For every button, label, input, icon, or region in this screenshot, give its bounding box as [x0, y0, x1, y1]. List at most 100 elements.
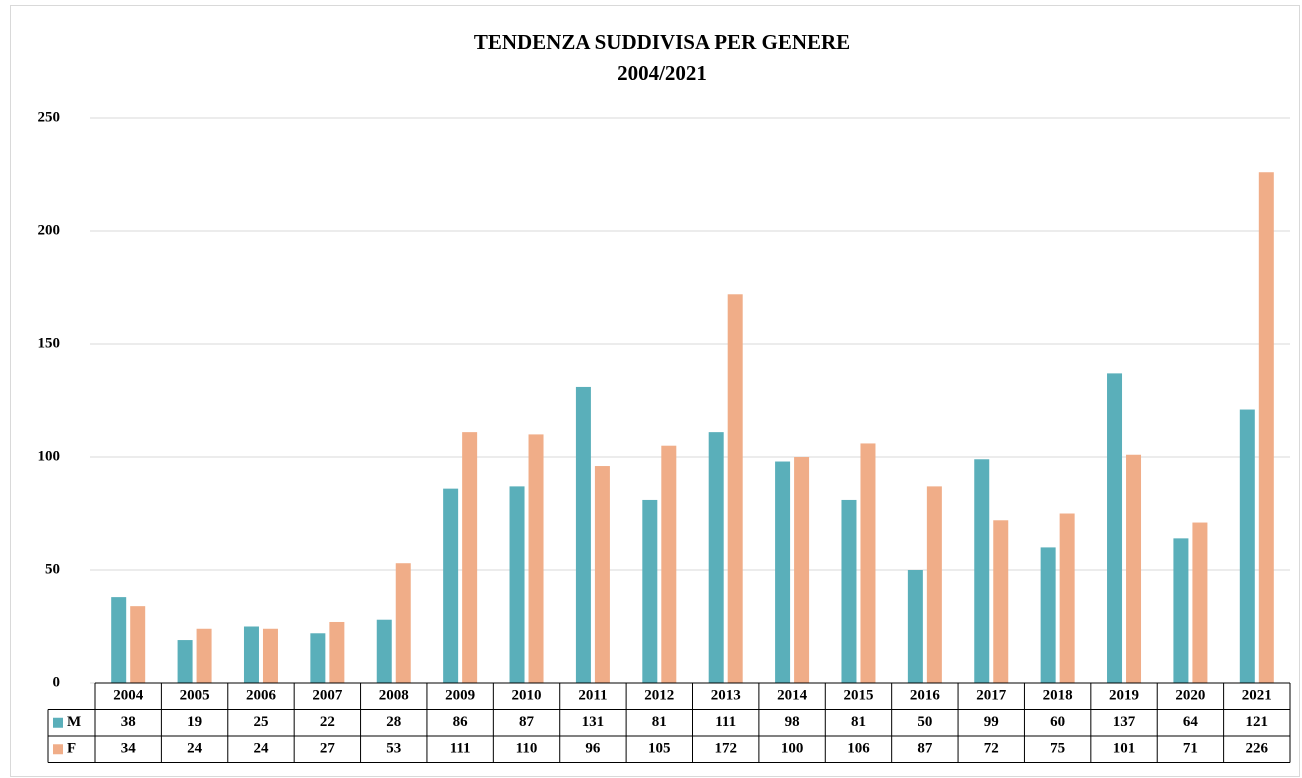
table-cell: 121 — [1246, 714, 1269, 730]
table-cell: 110 — [516, 741, 538, 757]
bar — [177, 640, 193, 683]
legend-label: F — [67, 741, 76, 757]
table-cell: 38 — [121, 714, 136, 730]
y-tick-label: 150 — [38, 335, 61, 351]
bar — [1126, 454, 1142, 683]
bar — [111, 597, 127, 683]
table-cell: 19 — [187, 714, 202, 730]
legend-key — [53, 744, 63, 755]
table-cell: 60 — [1050, 714, 1065, 730]
bar — [993, 520, 1009, 683]
table-header: 2010 — [512, 688, 542, 704]
table-header: 2017 — [976, 688, 1007, 704]
bar — [1192, 522, 1208, 683]
bar — [1239, 409, 1255, 683]
bar — [661, 445, 677, 683]
table-cell: 131 — [582, 714, 605, 730]
bar — [794, 457, 810, 683]
table-cell: 28 — [386, 714, 401, 730]
table-header: 2013 — [711, 688, 741, 704]
table-header: 2008 — [379, 688, 409, 704]
bar — [907, 570, 923, 683]
table-cell: 27 — [320, 741, 336, 757]
bar — [860, 443, 876, 683]
bar — [196, 628, 212, 683]
bar — [594, 466, 610, 683]
y-tick-label: 0 — [53, 674, 61, 690]
chart-subtitle: 2004/2021 — [617, 61, 707, 85]
table-cell: 50 — [917, 714, 932, 730]
bar — [1107, 373, 1123, 683]
table-header: 2006 — [246, 688, 277, 704]
bar — [462, 432, 478, 683]
table-cell: 53 — [386, 741, 401, 757]
table-cell: 87 — [519, 714, 535, 730]
bar — [243, 626, 259, 683]
table-cell: 226 — [1246, 741, 1269, 757]
bar — [262, 628, 278, 683]
y-tick-label: 50 — [45, 561, 60, 577]
table-cell: 24 — [253, 741, 269, 757]
table-cell: 71 — [1183, 741, 1198, 757]
table-cell: 24 — [187, 741, 203, 757]
table-header: 2014 — [777, 688, 808, 704]
table-header: 2009 — [445, 688, 475, 704]
table-header: 2007 — [312, 688, 343, 704]
bar — [509, 486, 525, 683]
table-cell: 25 — [253, 714, 268, 730]
bar — [528, 434, 544, 683]
table-cell: 75 — [1050, 741, 1065, 757]
table-header: 2021 — [1242, 688, 1272, 704]
table-header: 2015 — [843, 688, 873, 704]
bar — [974, 459, 990, 683]
y-tick-label: 250 — [38, 109, 61, 125]
table-cell: 106 — [847, 741, 870, 757]
table-cell: 111 — [715, 714, 736, 730]
bar — [708, 432, 724, 683]
bar — [1258, 172, 1274, 684]
bar — [1040, 547, 1056, 683]
table-header: 2012 — [644, 688, 674, 704]
table-cell: 105 — [648, 741, 671, 757]
y-tick-label: 100 — [38, 448, 61, 464]
table-header: 2019 — [1109, 688, 1139, 704]
bar — [926, 486, 942, 683]
table-cell: 111 — [450, 741, 471, 757]
bar — [575, 386, 591, 683]
bar — [1059, 513, 1075, 683]
table-header: 2016 — [910, 688, 941, 704]
table-cell: 22 — [320, 714, 335, 730]
bar — [841, 499, 857, 683]
bar — [775, 461, 791, 683]
table-header: 2004 — [113, 688, 144, 704]
bar — [329, 621, 345, 683]
bar — [310, 633, 326, 683]
bar — [727, 294, 743, 683]
legend-key — [53, 717, 63, 728]
bar — [395, 563, 411, 683]
table-cell: 86 — [453, 714, 469, 730]
table-cell: 96 — [585, 741, 601, 757]
table-cell: 72 — [984, 741, 999, 757]
table-cell: 101 — [1113, 741, 1136, 757]
bar — [443, 488, 459, 683]
table-header: 2018 — [1043, 688, 1073, 704]
table-cell: 87 — [917, 741, 933, 757]
legend-label: M — [67, 714, 81, 730]
chart-title: TENDENZA SUDDIVISA PER GENERE — [474, 30, 850, 54]
table-cell: 98 — [785, 714, 800, 730]
bar — [130, 606, 146, 683]
table-cell: 137 — [1113, 714, 1136, 730]
table-header: 2005 — [180, 688, 210, 704]
bar — [376, 619, 392, 683]
table-cell: 100 — [781, 741, 804, 757]
table-cell: 64 — [1183, 714, 1199, 730]
table-cell: 81 — [851, 714, 866, 730]
table-cell: 172 — [714, 741, 737, 757]
bar — [1173, 538, 1189, 683]
table-cell: 34 — [121, 741, 137, 757]
table-cell: 99 — [984, 714, 999, 730]
bar — [642, 499, 658, 683]
